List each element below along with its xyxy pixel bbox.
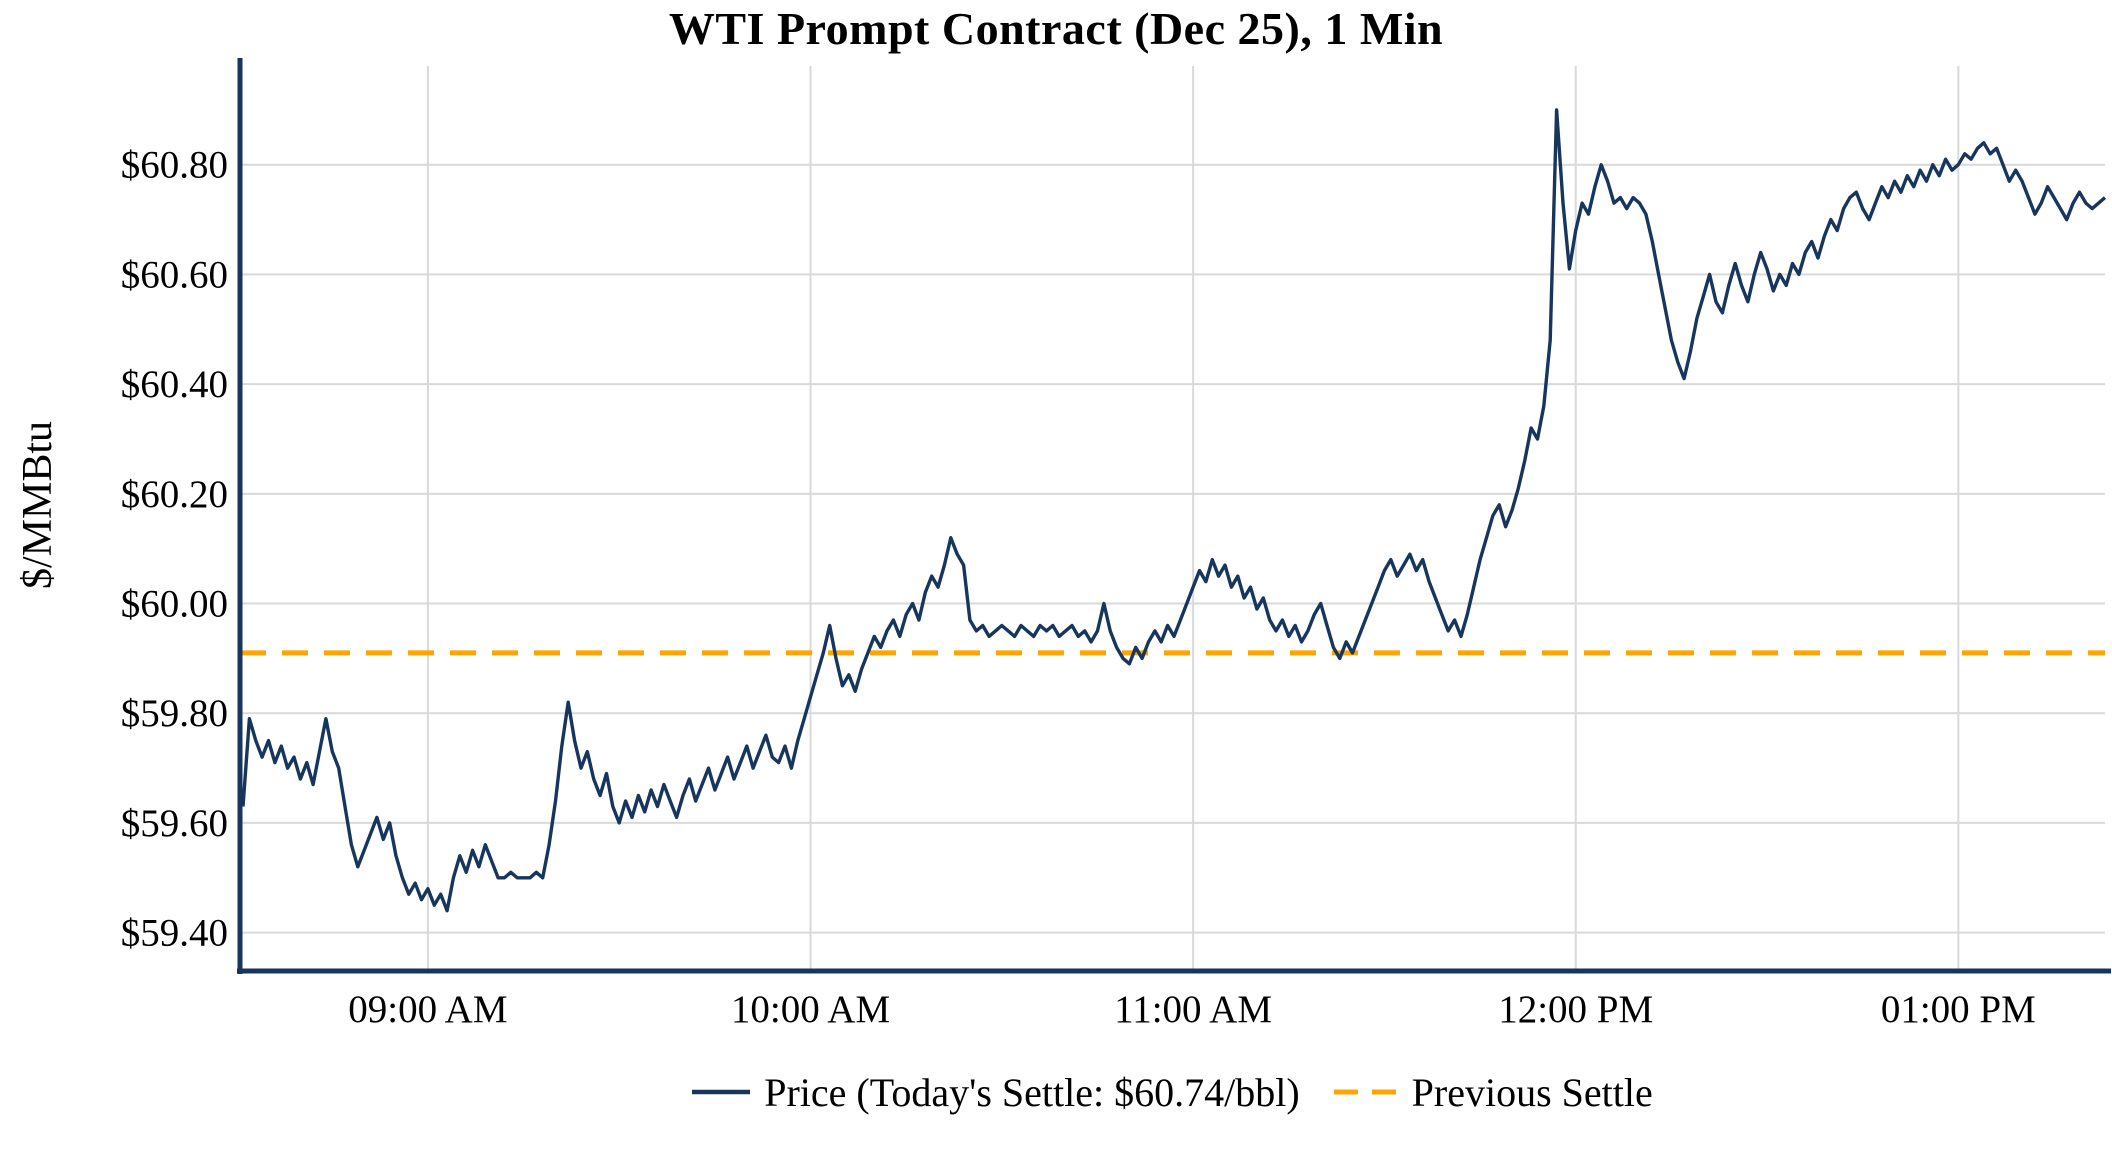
price-line bbox=[241, 108, 2107, 913]
svg-text:$59.40: $59.40 bbox=[121, 912, 228, 955]
gridlines bbox=[240, 66, 2105, 971]
svg-text:01:00 PM: 01:00 PM bbox=[1881, 988, 2036, 1031]
svg-text:09:00 AM: 09:00 AM bbox=[348, 988, 507, 1031]
svg-text:11:00 AM: 11:00 AM bbox=[1114, 988, 1272, 1031]
price-line-sample-icon bbox=[692, 1089, 751, 1095]
svg-text:$60.60: $60.60 bbox=[121, 253, 228, 296]
svg-text:$60.40: $60.40 bbox=[121, 363, 228, 406]
svg-text:$59.60: $59.60 bbox=[121, 802, 228, 845]
x-tick-labels: 09:00 AM 10:00 AM 11:00 AM 12:00 PM 01:00 PM bbox=[348, 988, 2036, 1031]
previous-settle-dash-sample-icon bbox=[1333, 1089, 1398, 1095]
y-tick-labels: $59.40 $59.60 $59.80 $60.00 $60.20 $60.40 $60.… bbox=[121, 144, 228, 955]
svg-text:10:00 AM: 10:00 AM bbox=[731, 988, 890, 1031]
axis-spines bbox=[237, 58, 2111, 974]
legend: Price (Today's Settle: $60.74/bbl) Previ… bbox=[240, 1062, 2105, 1122]
svg-text:12:00 PM: 12:00 PM bbox=[1498, 988, 1653, 1031]
legend-label-price: Price (Today's Settle: $60.74/bbl) bbox=[764, 1069, 1300, 1115]
svg-text:$60.00: $60.00 bbox=[121, 583, 228, 626]
svg-text:$60.80: $60.80 bbox=[121, 144, 228, 187]
chart-title: WTI Prompt Contract (Dec 25), 1 Min bbox=[668, 3, 1444, 54]
legend-item-price: Price (Today's Settle: $60.74/bbl) bbox=[692, 1069, 1300, 1116]
legend-item-previous-settle: Previous Settle bbox=[1333, 1069, 1653, 1116]
svg-text:$59.80: $59.80 bbox=[121, 692, 228, 735]
svg-text:$60.20: $60.20 bbox=[121, 473, 228, 516]
legend-label-previous-settle: Previous Settle bbox=[1411, 1069, 1653, 1115]
